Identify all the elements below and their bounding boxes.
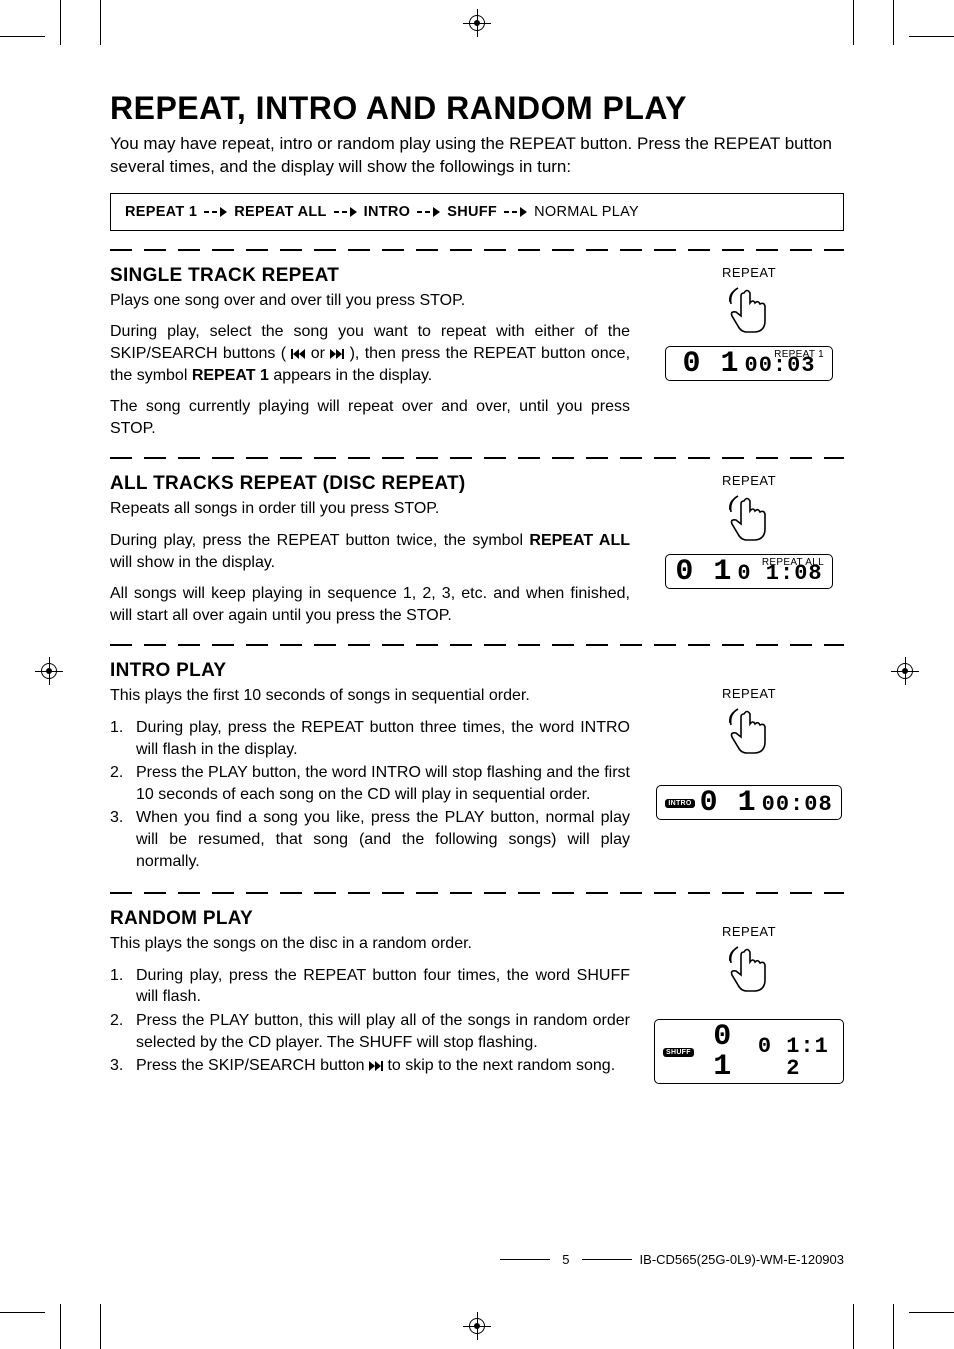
steps-list: During play, press the REPEAT button thr… — [110, 717, 630, 872]
section-random-play: RANDOM PLAY This plays the songs on the … — [110, 908, 844, 1084]
button-label: REPEAT — [654, 686, 844, 701]
list-item: Press the PLAY button, this will play al… — [110, 1010, 630, 1053]
lcd-display: SHUFF 0 1 0 1:1 2 — [654, 1019, 844, 1084]
press-hand-icon — [724, 706, 774, 759]
button-label: REPEAT — [654, 265, 844, 280]
arrow-icon — [334, 207, 357, 217]
section-text: This plays the songs on the disc in a ra… — [110, 933, 630, 955]
divider — [110, 892, 844, 894]
section-text: During play, press the REPEAT button twi… — [110, 530, 630, 573]
arrow-icon — [417, 207, 440, 217]
section-all-tracks: ALL TRACKS REPEAT (DISC REPEAT) Repeats … — [110, 473, 844, 626]
mode-shuff: SHUFF — [447, 204, 497, 220]
arrow-icon — [204, 207, 227, 217]
section-text: Plays one song over and over till you pr… — [110, 290, 630, 312]
section-heading: SINGLE TRACK REPEAT — [110, 265, 630, 287]
skip-forward-icon — [369, 1061, 383, 1071]
arrow-icon — [504, 207, 527, 217]
list-item: When you find a song you like, press the… — [110, 807, 630, 872]
display-track: 0 1 — [699, 1022, 747, 1082]
section-intro-play: INTRO PLAY This plays the first 10 secon… — [110, 660, 844, 874]
mode-repeat1: REPEAT 1 — [125, 204, 197, 220]
mode-sequence-box: REPEAT 1 REPEAT ALL INTRO SHUFF NORMAL P… — [110, 193, 844, 231]
press-hand-icon — [724, 493, 774, 546]
display-track: 0 1 — [675, 557, 732, 587]
section-heading: INTRO PLAY — [110, 660, 630, 682]
list-item: During play, press the REPEAT button fou… — [110, 965, 630, 1008]
divider — [110, 249, 844, 251]
button-label: REPEAT — [654, 473, 844, 488]
display-mode-label: REPEAT 1 — [774, 349, 824, 360]
button-label: REPEAT — [654, 924, 844, 939]
section-text: The song currently playing will repeat o… — [110, 396, 630, 439]
lcd-display: INTRO 0 1 00:08 — [656, 785, 841, 820]
page-number: 5 — [562, 1252, 569, 1267]
list-item: Press the PLAY button, the word INTRO wi… — [110, 762, 630, 805]
divider — [110, 457, 844, 459]
page-title: REPEAT, INTRO AND RANDOM PLAY — [110, 90, 844, 127]
display-badge: INTRO — [665, 799, 694, 808]
section-text: Repeats all songs in order till you pres… — [110, 498, 630, 520]
lcd-display: REPEAT ALL 0 1 0 1:08 — [665, 554, 833, 589]
display-mode-label: REPEAT ALL — [762, 557, 824, 568]
skip-back-icon — [291, 349, 305, 359]
steps-list: During play, press the REPEAT button fou… — [110, 965, 630, 1077]
mode-normal: NORMAL PLAY — [534, 204, 639, 220]
divider — [110, 644, 844, 646]
mode-repeat-all: REPEAT ALL — [234, 204, 326, 220]
page-footer: 5 IB-CD565(25G-0L9)-WM-E-120903 — [110, 1252, 844, 1267]
display-badge: SHUFF — [663, 1048, 694, 1057]
section-text: This plays the first 10 seconds of songs… — [110, 685, 630, 707]
mode-intro: INTRO — [364, 204, 411, 220]
display-time: 0 1:1 2 — [752, 1036, 835, 1080]
list-item: During play, press the REPEAT button thr… — [110, 717, 630, 760]
display-track: 0 1 — [682, 349, 739, 379]
press-hand-icon — [724, 944, 774, 997]
doc-id: IB-CD565(25G-0L9)-WM-E-120903 — [640, 1252, 844, 1267]
section-heading: ALL TRACKS REPEAT (DISC REPEAT) — [110, 473, 630, 495]
display-track: 0 1 — [700, 788, 757, 818]
section-single-track: SINGLE TRACK REPEAT Plays one song over … — [110, 265, 844, 440]
press-hand-icon — [724, 285, 774, 338]
list-item: Press the SKIP/SEARCH button to skip to … — [110, 1055, 630, 1077]
lcd-display: REPEAT 1 0 1 00:03 — [665, 346, 833, 381]
section-heading: RANDOM PLAY — [110, 908, 630, 930]
section-text: All songs will keep playing in sequence … — [110, 583, 630, 626]
section-text: During play, select the song you want to… — [110, 321, 630, 386]
display-time: 00:08 — [762, 794, 833, 816]
skip-forward-icon — [330, 349, 344, 359]
intro-text: You may have repeat, intro or random pla… — [110, 133, 844, 179]
